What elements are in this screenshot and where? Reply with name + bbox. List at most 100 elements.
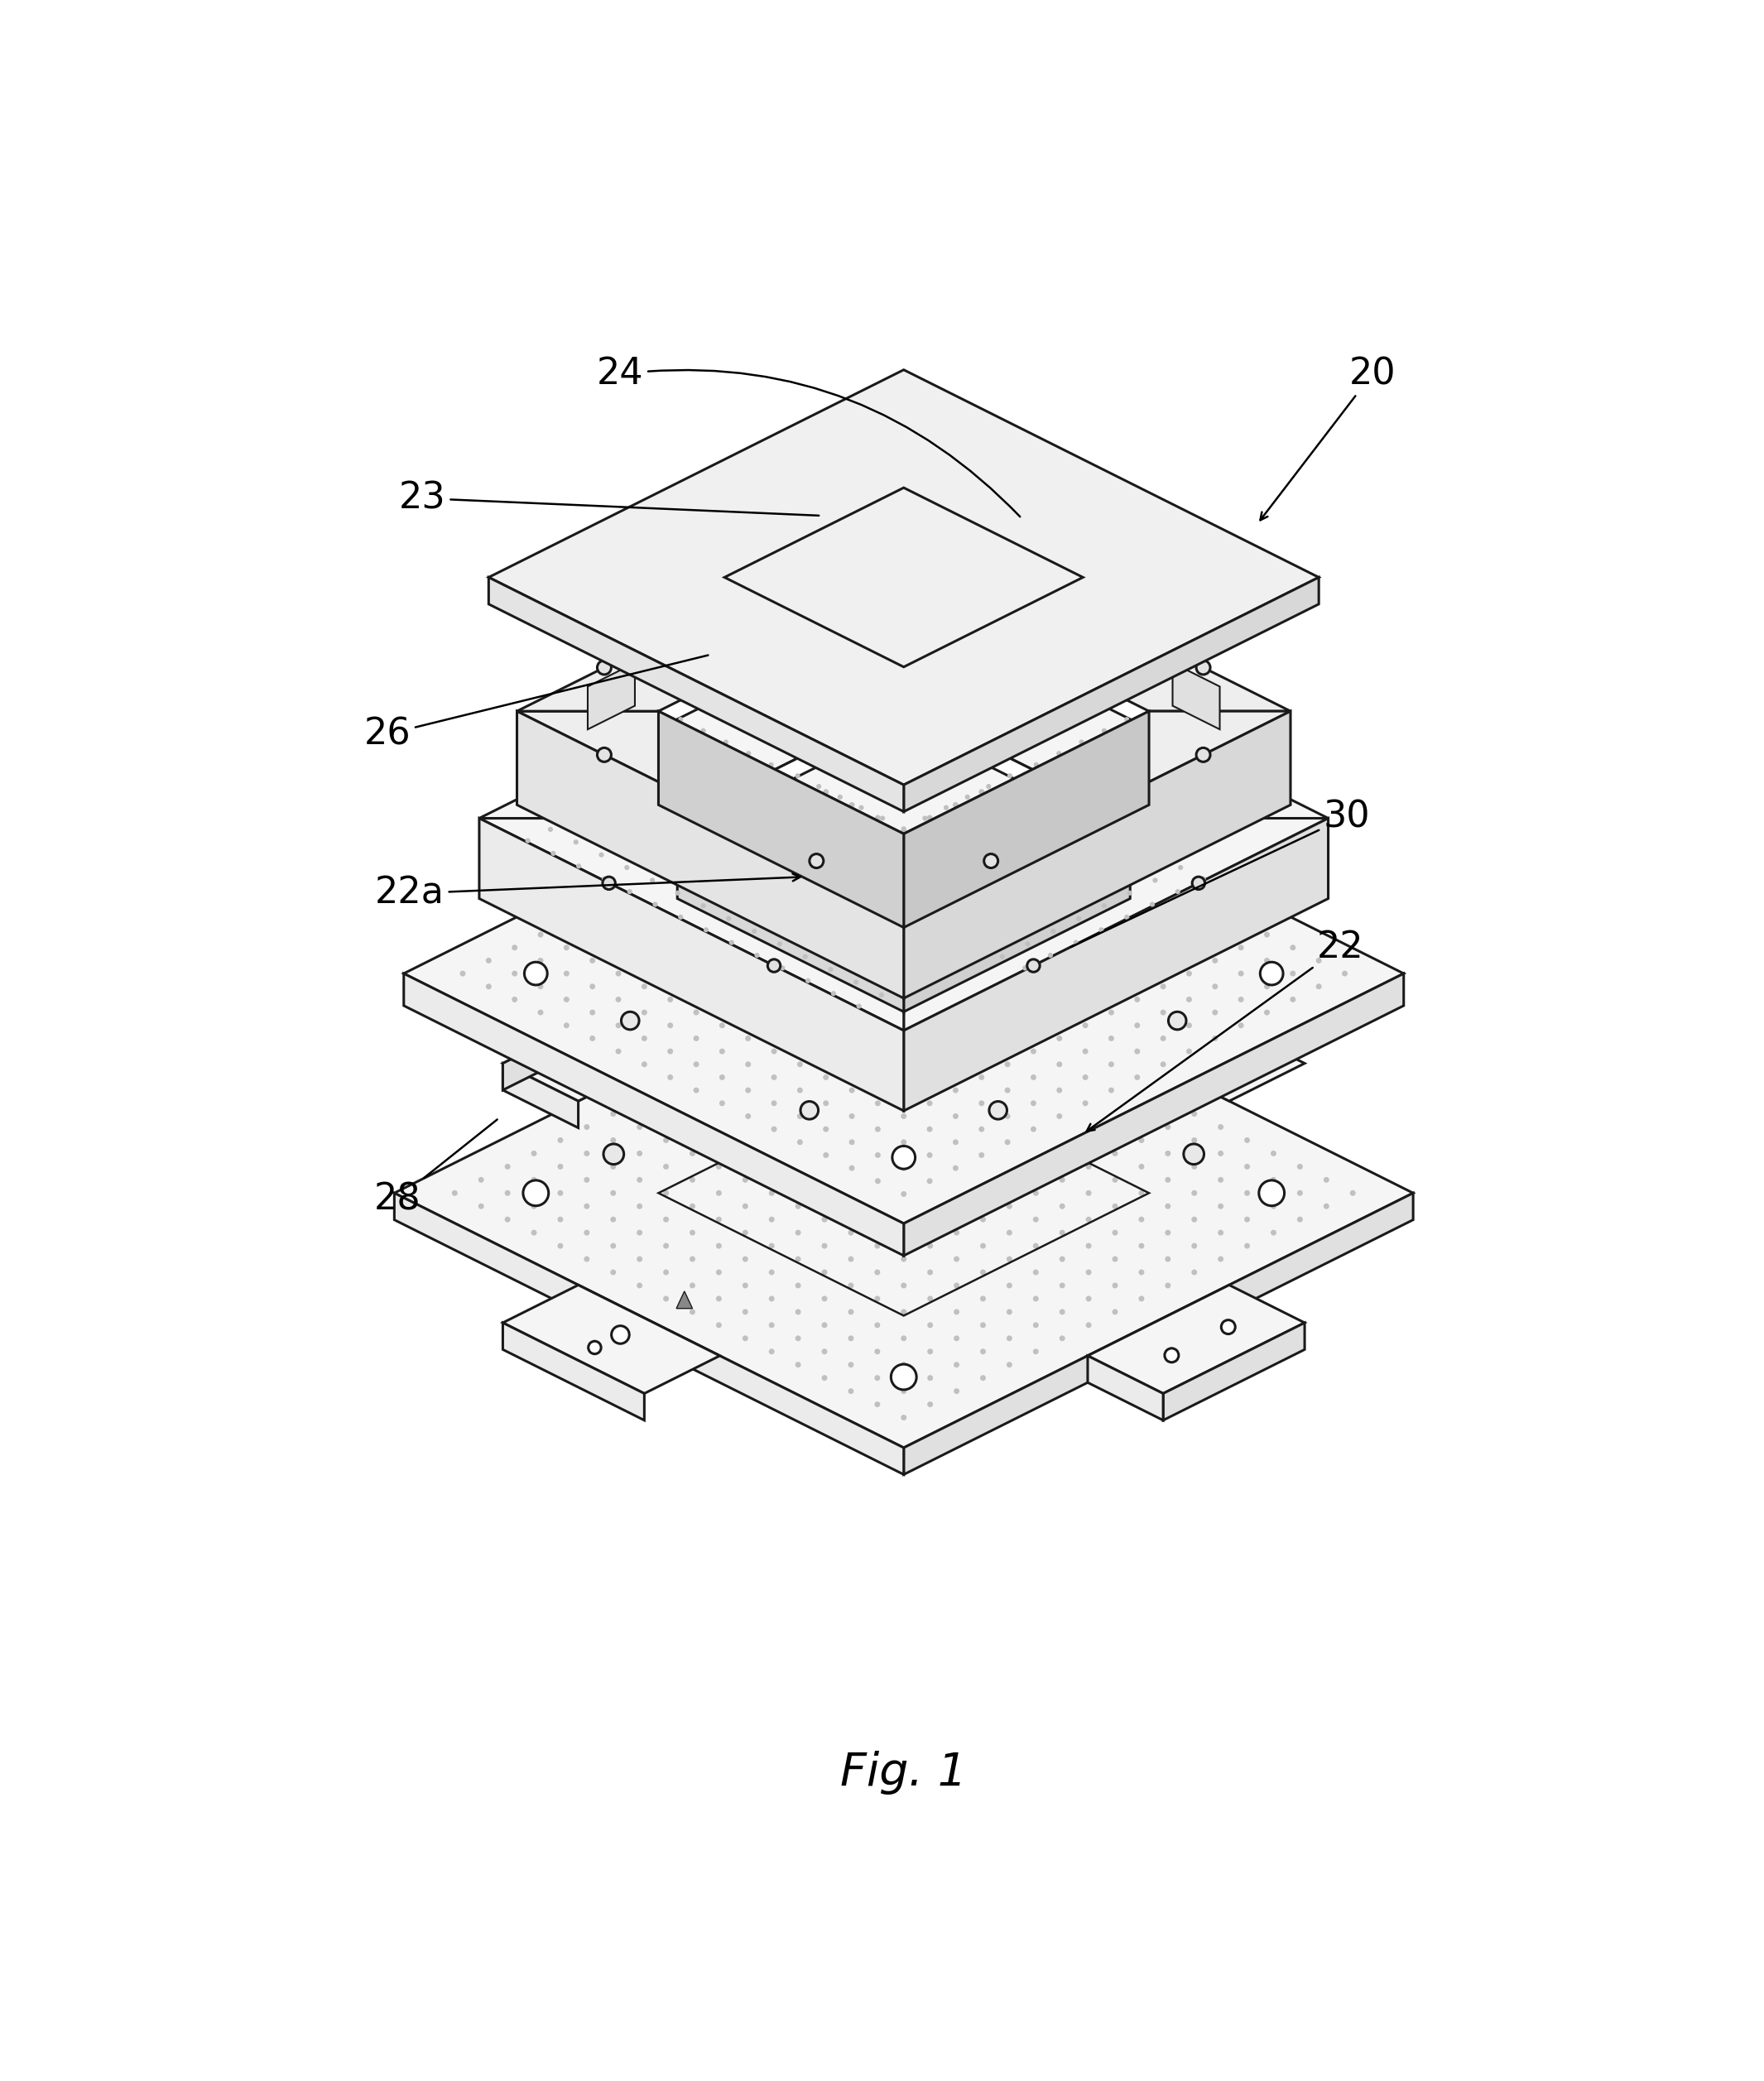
Circle shape: [857, 893, 863, 899]
Circle shape: [803, 955, 808, 959]
Circle shape: [743, 1282, 748, 1288]
Circle shape: [845, 907, 850, 914]
Circle shape: [834, 905, 840, 909]
Circle shape: [901, 1257, 907, 1261]
Circle shape: [720, 970, 725, 976]
Circle shape: [1316, 984, 1321, 988]
Circle shape: [538, 1009, 543, 1016]
Circle shape: [901, 853, 907, 859]
Circle shape: [1087, 1269, 1092, 1276]
Circle shape: [593, 803, 598, 810]
Circle shape: [953, 1113, 958, 1120]
Circle shape: [1124, 716, 1129, 722]
Circle shape: [667, 1074, 674, 1080]
Circle shape: [926, 1074, 933, 1080]
Circle shape: [589, 1009, 594, 1016]
Polygon shape: [517, 712, 903, 999]
Circle shape: [979, 789, 984, 795]
Circle shape: [1108, 853, 1115, 859]
Circle shape: [637, 1151, 642, 1157]
Circle shape: [755, 953, 760, 957]
Circle shape: [981, 1057, 986, 1063]
Circle shape: [1083, 1049, 1088, 1055]
Circle shape: [822, 1138, 827, 1142]
Circle shape: [642, 984, 647, 988]
Circle shape: [965, 751, 970, 757]
Polygon shape: [587, 664, 635, 728]
Circle shape: [900, 957, 903, 961]
Circle shape: [848, 1257, 854, 1261]
Circle shape: [797, 984, 803, 988]
Circle shape: [926, 1126, 933, 1132]
Circle shape: [1087, 1138, 1092, 1142]
Polygon shape: [903, 518, 1291, 712]
Circle shape: [926, 945, 933, 951]
Circle shape: [744, 1088, 751, 1093]
Circle shape: [1005, 984, 1011, 988]
Circle shape: [1111, 1124, 1118, 1130]
Circle shape: [875, 1242, 880, 1249]
Circle shape: [1111, 1072, 1118, 1078]
Circle shape: [979, 997, 984, 1003]
Circle shape: [727, 716, 732, 720]
Polygon shape: [903, 818, 1328, 1030]
Circle shape: [822, 1190, 827, 1197]
Circle shape: [848, 1388, 854, 1394]
Circle shape: [1265, 1009, 1270, 1016]
Circle shape: [716, 1296, 721, 1301]
Circle shape: [1034, 1217, 1039, 1222]
Circle shape: [1297, 1190, 1304, 1197]
Circle shape: [901, 1049, 907, 1053]
Circle shape: [1185, 920, 1192, 924]
Circle shape: [729, 691, 734, 697]
Circle shape: [838, 837, 843, 843]
Circle shape: [923, 972, 928, 976]
Circle shape: [878, 905, 884, 909]
Circle shape: [923, 730, 928, 737]
Circle shape: [822, 1348, 827, 1355]
Circle shape: [953, 905, 958, 911]
Circle shape: [856, 672, 861, 678]
Circle shape: [720, 1022, 725, 1028]
Circle shape: [1155, 853, 1161, 859]
Circle shape: [716, 1057, 721, 1063]
Circle shape: [848, 1097, 854, 1103]
Circle shape: [700, 903, 706, 907]
Circle shape: [822, 920, 827, 924]
Circle shape: [693, 1088, 699, 1093]
Circle shape: [831, 991, 836, 997]
Circle shape: [979, 1022, 984, 1028]
Circle shape: [953, 1061, 958, 1068]
Circle shape: [690, 1097, 695, 1103]
Circle shape: [743, 1124, 748, 1130]
Circle shape: [822, 1163, 827, 1170]
Circle shape: [1108, 1009, 1115, 1016]
Circle shape: [893, 778, 916, 801]
Circle shape: [1111, 1282, 1118, 1288]
Circle shape: [1081, 868, 1087, 872]
Circle shape: [1023, 966, 1027, 970]
Text: 23: 23: [399, 481, 818, 516]
Circle shape: [1060, 1282, 1065, 1288]
Circle shape: [1034, 1321, 1039, 1328]
Circle shape: [946, 916, 951, 920]
Circle shape: [875, 970, 880, 976]
Circle shape: [1134, 1074, 1140, 1080]
Circle shape: [589, 984, 594, 988]
Circle shape: [875, 978, 880, 984]
Circle shape: [693, 957, 699, 964]
Polygon shape: [903, 606, 1328, 818]
Circle shape: [926, 764, 933, 768]
Circle shape: [667, 868, 674, 872]
Circle shape: [753, 837, 759, 843]
Circle shape: [1002, 701, 1007, 705]
Circle shape: [767, 959, 773, 966]
Circle shape: [859, 762, 864, 768]
Circle shape: [1081, 764, 1087, 768]
Circle shape: [1030, 841, 1035, 847]
Circle shape: [693, 880, 699, 887]
Circle shape: [859, 785, 864, 789]
Circle shape: [923, 901, 928, 905]
Circle shape: [746, 993, 751, 999]
Circle shape: [1161, 826, 1166, 830]
